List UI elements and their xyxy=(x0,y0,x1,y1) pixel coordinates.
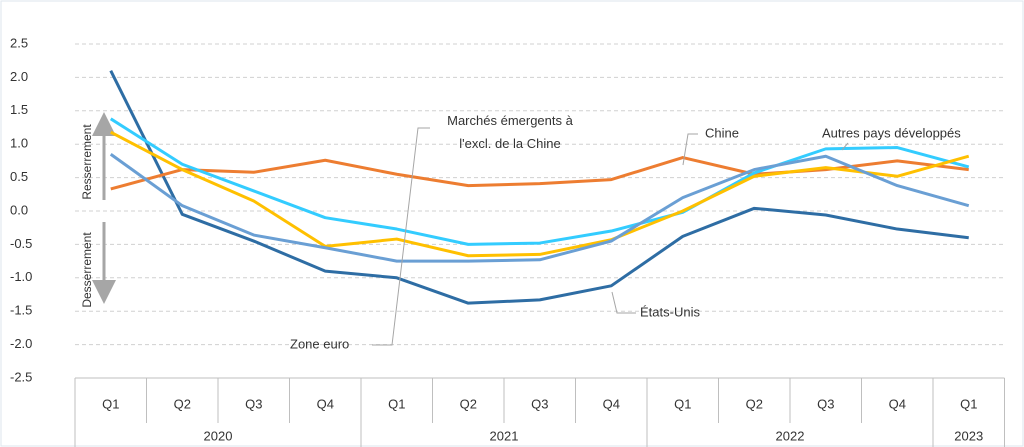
x-tick-label: Q4 xyxy=(889,396,906,411)
series-line xyxy=(109,153,970,263)
y-tick-label: -1.5 xyxy=(10,303,32,318)
x-group-label: 2021 xyxy=(490,428,519,443)
x-tick-label: Q4 xyxy=(317,396,334,411)
y-tick-label: -0.5 xyxy=(10,236,32,251)
leader-line xyxy=(841,142,849,151)
x-group-label: 2023 xyxy=(954,428,983,443)
x-tick-label: Q2 xyxy=(746,396,763,411)
series-label: États-Unis xyxy=(640,304,700,319)
x-tick-label: Q1 xyxy=(388,396,405,411)
x-tick-label: Q1 xyxy=(960,396,977,411)
series-line xyxy=(110,156,969,191)
label-line: l'excl. de la Chine xyxy=(459,136,560,151)
y-tick-label: 2.5 xyxy=(10,35,28,50)
x-tick-label: Q4 xyxy=(603,396,620,411)
y-tick-label: 1.0 xyxy=(10,136,28,151)
side-label: Resserrement xyxy=(80,124,94,200)
series-line xyxy=(109,70,969,305)
x-tick-label: Q1 xyxy=(102,396,119,411)
y-tick-label: -1.0 xyxy=(10,269,32,284)
y-tick-label: -2.5 xyxy=(10,369,32,384)
y-tick-label: 2.0 xyxy=(10,69,28,84)
series-line xyxy=(109,117,970,246)
series-label: Autres pays développés xyxy=(822,125,961,140)
x-group-label: 2022 xyxy=(776,428,805,443)
leader-line xyxy=(611,291,636,314)
side-label: Desserrement xyxy=(80,232,94,308)
label-line: Marchés émergents à xyxy=(447,113,573,128)
x-group-label: 2020 xyxy=(204,428,233,443)
series-label: Chine xyxy=(705,125,739,140)
series-label: Marchés émergents à l'excl. de la Chine xyxy=(447,113,573,151)
x-tick-label: Q3 xyxy=(531,396,548,411)
x-tick-label: Q3 xyxy=(817,396,834,411)
leader-line xyxy=(682,133,698,166)
y-tick-label: -2.0 xyxy=(10,336,32,351)
x-tick-label: Q1 xyxy=(674,396,691,411)
x-tick-label: Q3 xyxy=(245,396,262,411)
y-tick-label: 0.0 xyxy=(10,202,28,217)
leader-line xyxy=(372,127,430,346)
y-tick-label: 1.5 xyxy=(10,102,28,117)
x-tick-label: Q2 xyxy=(174,396,191,411)
x-tick-label: Q2 xyxy=(460,396,477,411)
series-line xyxy=(110,130,970,258)
y-tick-label: 0.5 xyxy=(10,169,28,184)
series-label: Zone euro xyxy=(290,336,349,351)
